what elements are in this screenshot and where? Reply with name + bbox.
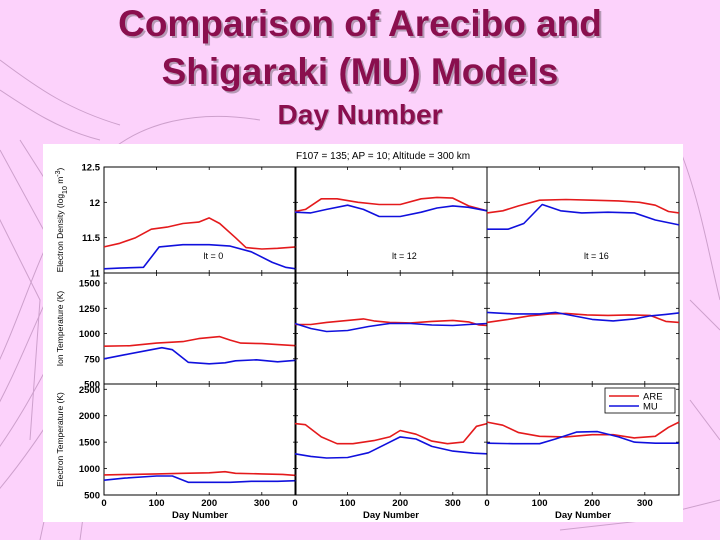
x-tick-label: 0 xyxy=(101,498,106,509)
series-line-are-r2-c0 xyxy=(103,470,297,477)
series-line-are-r1-c2 xyxy=(486,312,680,324)
x-tick-label: 300 xyxy=(637,498,653,509)
panel-frame-r1-c2 xyxy=(486,272,680,385)
legend-label-mu: MU xyxy=(643,402,658,413)
y-axis-label-row-0: Electron Density (log10 m-3) xyxy=(55,167,69,272)
x-tick-label: 200 xyxy=(584,498,600,509)
panel-frame-r2-c2 xyxy=(486,383,680,496)
y-tick-label: 2500 xyxy=(79,385,100,396)
x-tick-label: 100 xyxy=(149,498,165,509)
y-tick-label: 1000 xyxy=(79,329,100,340)
slide-title-line-2: Shigaraki (MU) Models xyxy=(161,51,559,92)
y-tick-label: 750 xyxy=(84,354,100,365)
chart-title: F107 = 135; AP = 10; Altitude = 300 km xyxy=(296,151,470,162)
series-line-mu-r0-c1 xyxy=(294,204,488,218)
y-axis-label-row-1: Ion Temperature (K) xyxy=(55,291,65,367)
x-axis-label-c0: Day Number xyxy=(172,510,228,521)
slide-title-line-1: Comparison of Arecibo and xyxy=(118,3,602,44)
panel-frame-r1-c0 xyxy=(103,272,297,385)
series-line-are-r2-c2 xyxy=(486,421,680,439)
panel-frame-r0-c0 xyxy=(103,166,297,274)
series-line-are-r0-c1 xyxy=(294,196,488,213)
y-tick-label: 1250 xyxy=(79,304,100,315)
y-tick-label: 1500 xyxy=(79,279,100,290)
series-line-mu-r2-c2 xyxy=(486,430,679,445)
x-tick-label: 300 xyxy=(254,498,270,509)
series-line-mu-r2-c0 xyxy=(103,475,297,484)
panel-lt-label-c1: lt = 12 xyxy=(392,251,417,261)
x-tick-label: 300 xyxy=(445,498,461,509)
panel-frame-r2-c1 xyxy=(294,383,488,496)
slide-subtitle: Day Number xyxy=(277,99,443,130)
x-tick-label: 100 xyxy=(340,498,356,509)
panel-lt-label-c2: lt = 16 xyxy=(584,251,609,261)
panel-frame-r2-c0 xyxy=(103,383,297,496)
series-line-are-r1-c1 xyxy=(295,318,488,327)
legend-box xyxy=(604,387,676,414)
y-tick-label: 11 xyxy=(90,269,101,280)
x-tick-label: 0 xyxy=(484,498,489,509)
series-line-mu-r1-c0 xyxy=(103,346,297,365)
series-line-are-r0-c2 xyxy=(486,198,680,214)
series-line-are-r2-c1 xyxy=(294,422,488,445)
panel-frame-r0-c2 xyxy=(486,166,680,274)
x-axis-label-c1: Day Number xyxy=(363,510,419,521)
x-axis-label-c2: Day Number xyxy=(555,510,611,521)
x-tick-label: 100 xyxy=(532,498,548,509)
panel-lt-label-c0: lt = 0 xyxy=(204,251,224,261)
x-tick-label: 200 xyxy=(201,498,217,509)
series-line-mu-r0-c2 xyxy=(487,203,680,230)
y-tick-label: 500 xyxy=(84,380,100,391)
y-tick-label: 11.5 xyxy=(82,233,101,244)
y-tick-label: 12 xyxy=(89,198,100,209)
panels-layer: Electron Density (log10 m-3) lt = 0 lt = 1… xyxy=(55,163,680,521)
y-tick-label: 1500 xyxy=(79,438,100,449)
chart-canvas: F107 = 135; AP = 10; Altitude = 300 km E… xyxy=(55,151,680,521)
panel-frame-r0-c1 xyxy=(294,166,488,274)
x-tick-label: 200 xyxy=(392,498,408,509)
y-tick-label: 500 xyxy=(84,491,100,502)
y-axis-label-row-2: Electron Temperature (K) xyxy=(55,392,65,487)
series-line-mu-r0-c0 xyxy=(103,243,297,270)
series-line-mu-r1-c1 xyxy=(294,322,488,333)
y-tick-label: 12.5 xyxy=(82,163,101,174)
legend-label-are: ARE xyxy=(643,392,663,403)
series-line-are-r1-c0 xyxy=(103,335,297,347)
chart-figure: F107 = 135; AP = 10; Altitude = 300 km E… xyxy=(43,144,683,522)
series-line-mu-r1-c2 xyxy=(486,311,680,322)
y-tick-label: 2000 xyxy=(79,411,100,422)
series-line-are-r0-c0 xyxy=(103,217,297,250)
panel-frame-r1-c1 xyxy=(294,272,488,385)
y-tick-label: 1000 xyxy=(79,464,100,475)
x-tick-label: 0 xyxy=(292,498,297,509)
series-line-mu-r2-c1 xyxy=(294,436,488,459)
